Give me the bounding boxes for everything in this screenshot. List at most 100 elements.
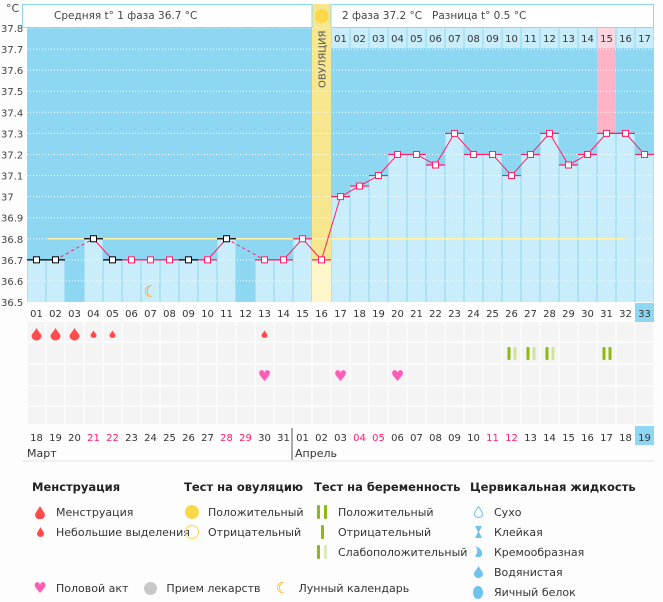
dry-icon	[470, 506, 486, 518]
month-label: Март	[27, 447, 57, 460]
phase2-day-cell	[540, 28, 559, 48]
temperature-bar	[160, 259, 179, 302]
phase2-day-cell	[483, 28, 502, 48]
calendar-date: 28	[220, 433, 233, 444]
phase2-day-cell	[350, 28, 369, 48]
cycle-day-label: 26	[505, 309, 518, 320]
temperature-line-segment	[378, 154, 398, 176]
cycle-day-label: 25	[486, 309, 499, 320]
temperature-point	[584, 150, 591, 158]
cycle-day-label: 07	[144, 309, 157, 320]
calendar-date: 24	[144, 433, 157, 444]
phase2-day-label: 03	[372, 34, 385, 45]
phase2-day-cell	[521, 28, 540, 48]
temperature-line-segment	[207, 238, 227, 261]
legend-item: Менструация	[56, 505, 134, 519]
temperature-line-segment	[55, 238, 94, 261]
y-tick-label: 37	[1, 193, 14, 204]
temperature-point	[280, 256, 287, 264]
temperature-difference: Разница t° 0.5 °C	[432, 10, 526, 22]
temperature-line-segment	[587, 133, 607, 155]
phase2-day-label: 09	[486, 34, 499, 45]
calendar-date: 25	[163, 433, 176, 444]
small-drop-icon	[32, 527, 48, 537]
y-tick-label: 37.7	[1, 45, 23, 56]
cycle-day-label: 28	[543, 309, 556, 320]
legend-ovulation-test: Тест на овуляцию Положительный Отрицател…	[184, 480, 304, 542]
calendar-date: 19	[638, 433, 651, 444]
temperature-bar	[46, 259, 65, 302]
temperature-line-segment	[302, 238, 322, 261]
legend-item: Сухо	[494, 505, 522, 519]
calendar-date: 21	[87, 433, 100, 444]
heart-icon: ♥	[391, 367, 404, 385]
calendar-date: 15	[562, 433, 575, 444]
temperature-bar	[350, 186, 369, 302]
phase2-day-cell	[388, 28, 407, 48]
cycle-day-label: 15	[296, 309, 309, 320]
temperature-bar	[103, 259, 122, 302]
small-drop-icon	[261, 330, 268, 338]
phase2-day-cell	[502, 28, 521, 48]
temperature-bar	[179, 259, 198, 302]
calendar-date: 10	[467, 433, 480, 444]
blood-drop-icon	[50, 328, 61, 341]
calendar-date: 19	[49, 433, 62, 444]
calendar-date: 26	[182, 433, 195, 444]
pregnancy-test-stick	[507, 347, 511, 360]
phase2-day-label: 16	[619, 34, 632, 45]
temperature-line-segment	[492, 154, 512, 176]
temperature-point	[299, 235, 306, 243]
cycle-day-label: 06	[125, 309, 138, 320]
pregnancy-test-stick	[545, 347, 549, 360]
cycle-day-label: 27	[524, 309, 537, 320]
sun-ovulation-icon	[314, 9, 329, 23]
calendar-date: 22	[106, 433, 119, 444]
temperature-bar	[426, 165, 445, 302]
legend-item: Прием лекарств	[166, 581, 261, 595]
phase2-day-label: 06	[429, 34, 442, 45]
legend-menstruation: Менструация Менструация Небольшие выделе…	[32, 480, 190, 542]
calendar-date: 27	[201, 433, 214, 444]
watery-icon	[470, 566, 486, 578]
calendar-date: 04	[353, 433, 366, 444]
phase2-day-label: 10	[505, 34, 518, 45]
test-weak-icon	[314, 545, 330, 559]
y-tick-label: 36.9	[1, 214, 23, 225]
today-date-cell	[635, 426, 654, 445]
legend-title: Менструация	[32, 480, 121, 494]
calendar-date: 05	[372, 433, 385, 444]
phase1-average: Средняя t° 1 фаза 36.7 °C	[54, 10, 197, 22]
blood-drop-icon	[31, 328, 42, 341]
cycle-day-label: 32	[619, 309, 632, 320]
month-label: Апрель	[295, 447, 337, 460]
temperature-line-segment	[625, 133, 645, 155]
calendar-date: 31	[277, 433, 290, 444]
calendar-date: 08	[429, 433, 442, 444]
legend-title: Тест на беременность	[314, 480, 461, 494]
y-tick-label: 36.7	[1, 256, 23, 267]
legend-item: Отрицательный	[338, 525, 432, 539]
phase2-day-label: 17	[638, 34, 651, 45]
y-tick-label: 37.5	[1, 87, 23, 98]
temperature-line-segment	[226, 238, 265, 261]
legend-item: Положительный	[338, 505, 434, 519]
cycle-day-label: 18	[353, 309, 366, 320]
cycle-day-label: 02	[49, 309, 62, 320]
phase2-day-cell	[407, 28, 426, 48]
temperature-line-segment	[435, 133, 455, 166]
temperature-point	[185, 256, 192, 264]
legend-item: Небольшие выделения	[56, 525, 190, 539]
temperature-bar	[407, 154, 426, 302]
legend-title: Цервикальная жидкость	[470, 480, 636, 494]
phase2-day-label: 12	[543, 34, 556, 45]
creamy-icon	[470, 546, 486, 558]
calendar-date: 07	[410, 433, 423, 444]
cycle-day-label: 01	[30, 309, 43, 320]
temperature-bar	[84, 238, 103, 302]
phase2-day-cell	[597, 28, 616, 48]
calendar-date: 02	[315, 433, 328, 444]
temperature-line-segment	[321, 196, 341, 260]
y-tick-label: 36.8	[1, 235, 23, 246]
phase1-header	[22, 4, 313, 28]
